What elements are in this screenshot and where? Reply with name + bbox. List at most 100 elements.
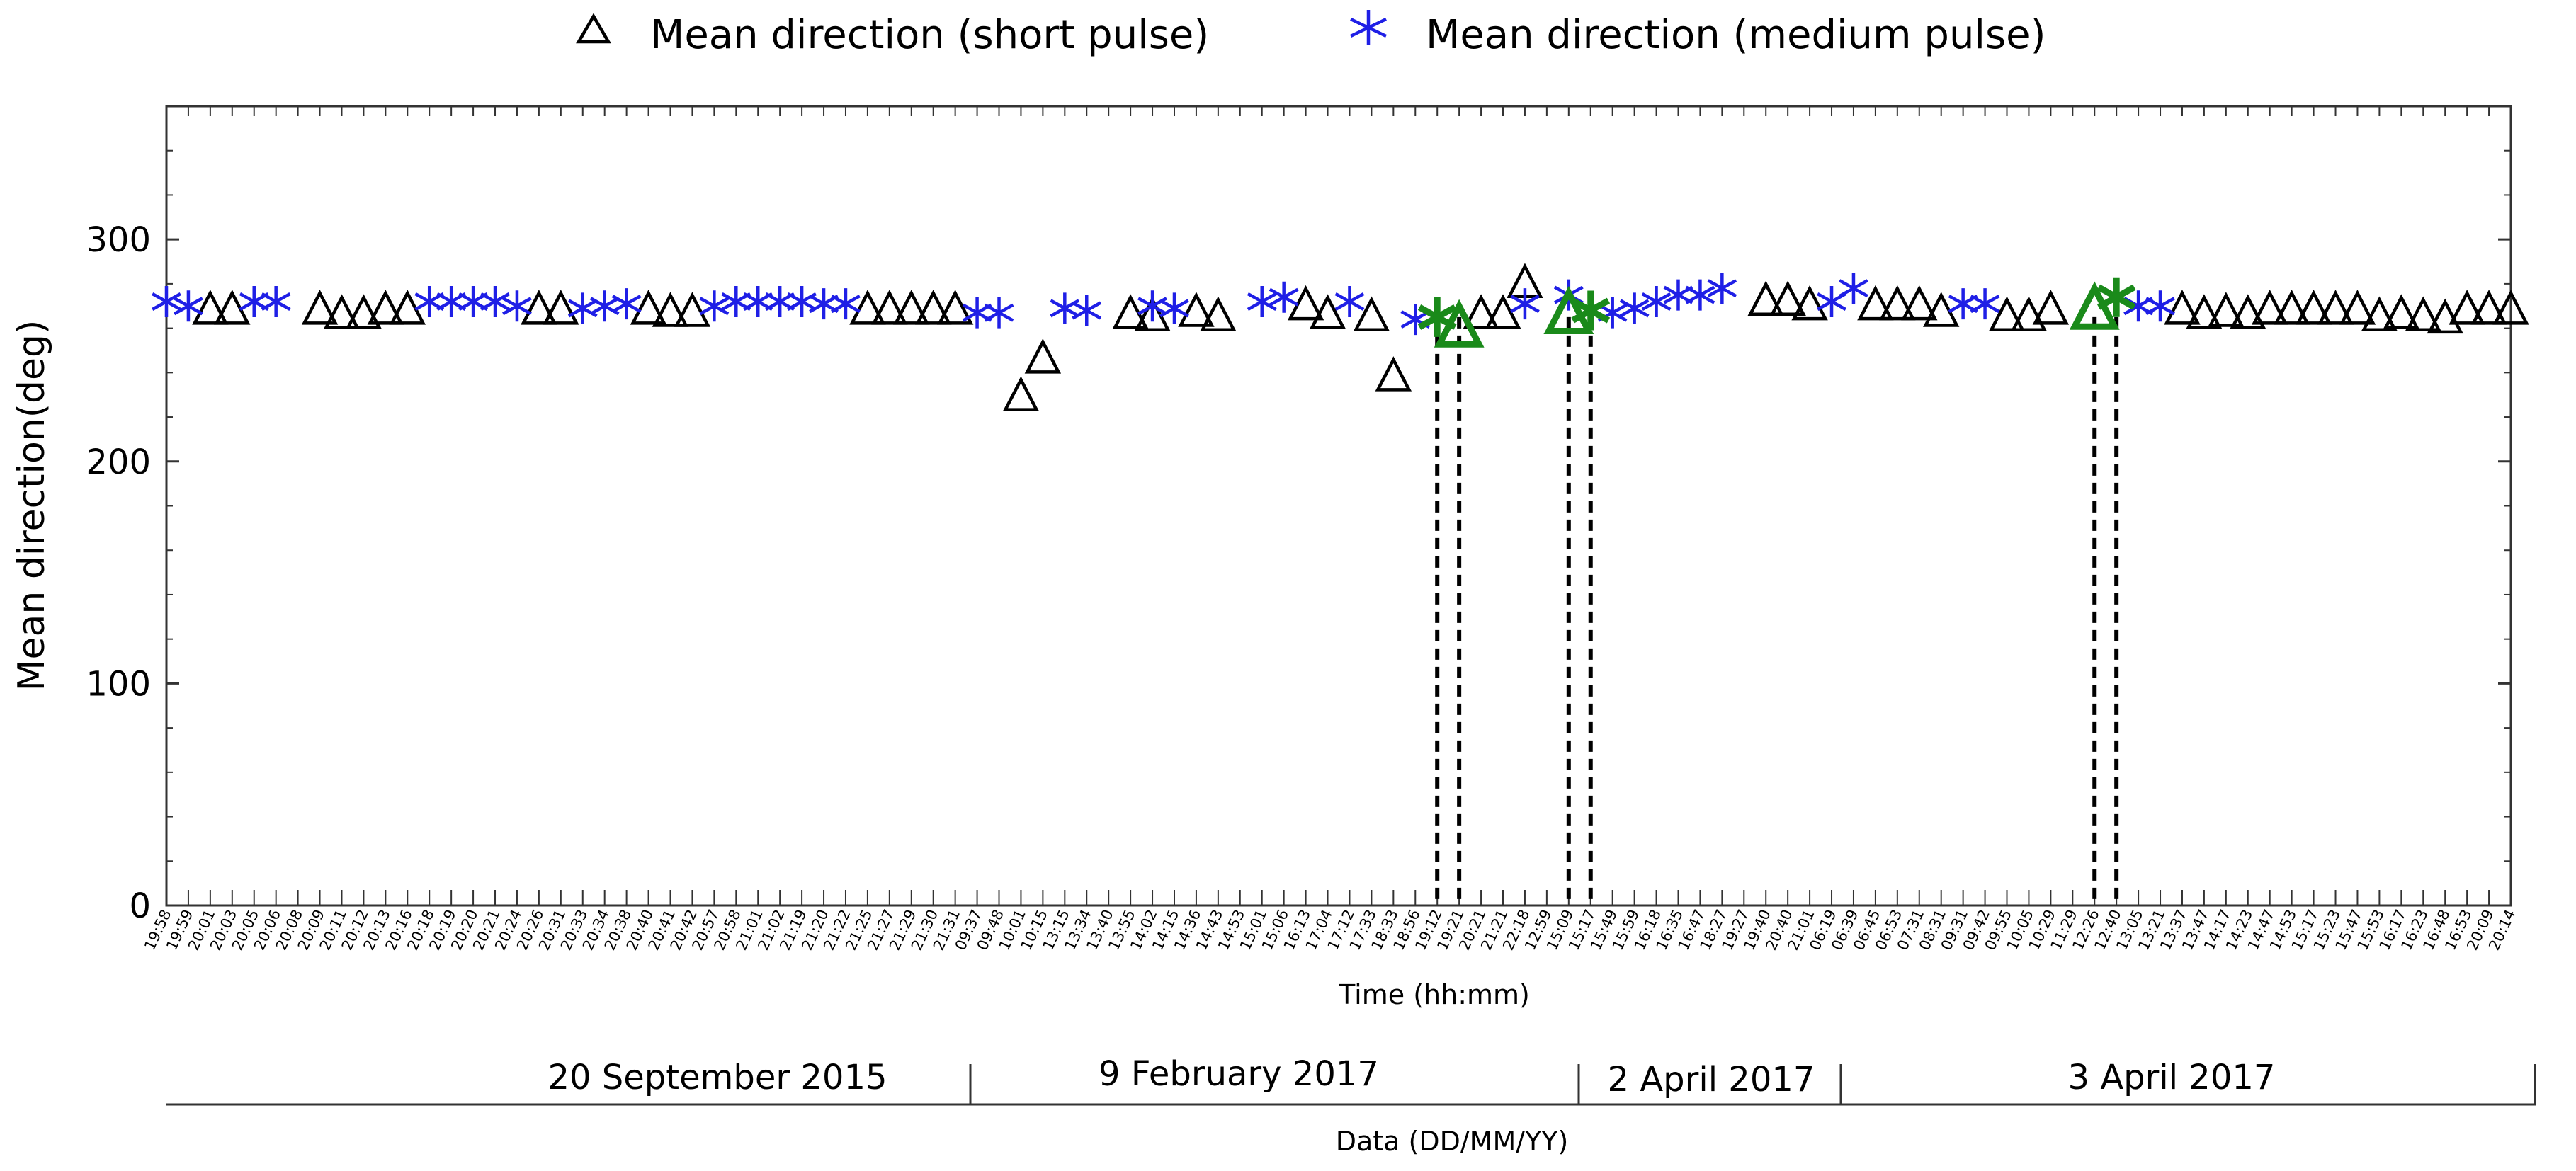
y-axis: 0 100 200 300 [86,105,2511,926]
triangle-point [2164,290,2201,325]
triangle-point [2032,290,2070,325]
triangle-point [652,292,689,327]
triangle-point [1901,285,1938,321]
star-point [2145,290,2175,322]
triangle-point [915,290,952,325]
star-point [611,288,642,320]
y-tick-label: 200 [86,442,151,482]
triangle-point [2208,292,2245,327]
star-point [1685,279,1715,311]
star-point [152,285,181,317]
star-point [1137,290,1167,322]
star-point [1571,290,1611,331]
triangle-point [2449,290,2485,325]
star-point [2096,277,2136,317]
star-point [480,285,510,317]
triangle-point [2317,290,2354,325]
triangle-point [2230,294,2266,329]
date-label: 20 September 2015 [547,1058,887,1097]
y-tick-label: 100 [86,664,151,704]
triangle-point [1857,285,1894,321]
triangle-point [1353,296,1390,332]
triangle-point [1200,296,1237,332]
triangle-point [521,290,557,325]
legend-label-short: Mean direction (short pulse) [650,12,1209,58]
star-point [699,290,730,322]
star-point [458,285,488,317]
triangle-point [1879,285,1916,321]
vertical-markers [1435,316,2119,906]
triangle-point [192,290,229,325]
triangle-point [1543,285,1594,334]
triangle-point [2295,290,2332,325]
triangle-point [1791,285,1828,321]
star-point [1510,288,1540,320]
triangle-point [345,294,382,329]
star-point [1619,292,1650,324]
triangle-point [2361,296,2398,332]
star-point [1417,297,1457,337]
y-tick-label: 0 [129,886,151,926]
triangle-point [1769,280,1806,316]
star-point [174,290,203,322]
triangle-point [1375,356,1412,392]
triangle-point [936,290,974,325]
star-point [1707,273,1737,304]
triangle-point [849,290,886,325]
star-point [1334,285,1365,317]
y-tick-label: 300 [86,220,151,260]
star-point [1072,295,1102,326]
triangle-point [1178,292,1215,327]
triangle-point [2339,290,2376,325]
star-point [1839,273,1868,304]
star-point [1948,288,1978,320]
star-point [1247,285,1277,317]
triangle-point [1024,338,1062,374]
date-label: 3 April 2017 [2068,1058,2276,1097]
triangle-point [301,290,339,325]
star-point [239,285,269,317]
triangle-point [2470,290,2507,325]
date-label: 9 February 2017 [1099,1054,1379,1094]
triangle-point [2186,294,2223,329]
triangle-point [1988,296,2026,332]
legend-label-medium: Mean direction (medium pulse) [1426,12,2046,58]
triangle-point [2405,296,2441,332]
star-point [502,290,532,322]
star-point [1641,285,1672,317]
x-axis: 19:5819:5920:0120:0320:0520:0620:0820:09… [141,106,2519,953]
star-point [1269,281,1299,313]
star-point [743,285,773,317]
date-label: 2 April 2017 [1608,1060,1815,1099]
legend-star-icon [1350,10,1387,45]
triangle-point [674,292,711,327]
star-point [831,288,861,320]
triangle-point [2252,290,2288,325]
triangle-point [871,290,908,325]
star-point [589,290,620,322]
star-point [261,285,291,317]
triangle-point [630,290,667,325]
triangle-point [1309,294,1346,329]
star-point [787,285,817,317]
star-point [1050,292,1080,324]
triangle-point [1002,376,1040,411]
data-points [152,263,2529,411]
triangle-point [367,290,404,325]
triangle-point [323,294,361,329]
triangle-point [2492,290,2529,325]
star-point [984,297,1014,329]
triangle-point [893,290,930,325]
star-point [414,285,445,317]
triangle-point [2383,294,2420,329]
x-axis-label: Time (hh:mm) [1338,979,1530,1010]
star-point [809,288,839,320]
date-axis: 20 September 2015 9 February 2017 2 Apri… [166,1054,2536,1157]
triangle-point [1747,280,1784,316]
legend: Mean direction (short pulse) Mean direct… [576,10,2046,58]
star-point [765,285,795,317]
plot-frame [165,105,2512,907]
legend-triangle-icon [576,13,611,44]
star-point [1970,288,2000,320]
